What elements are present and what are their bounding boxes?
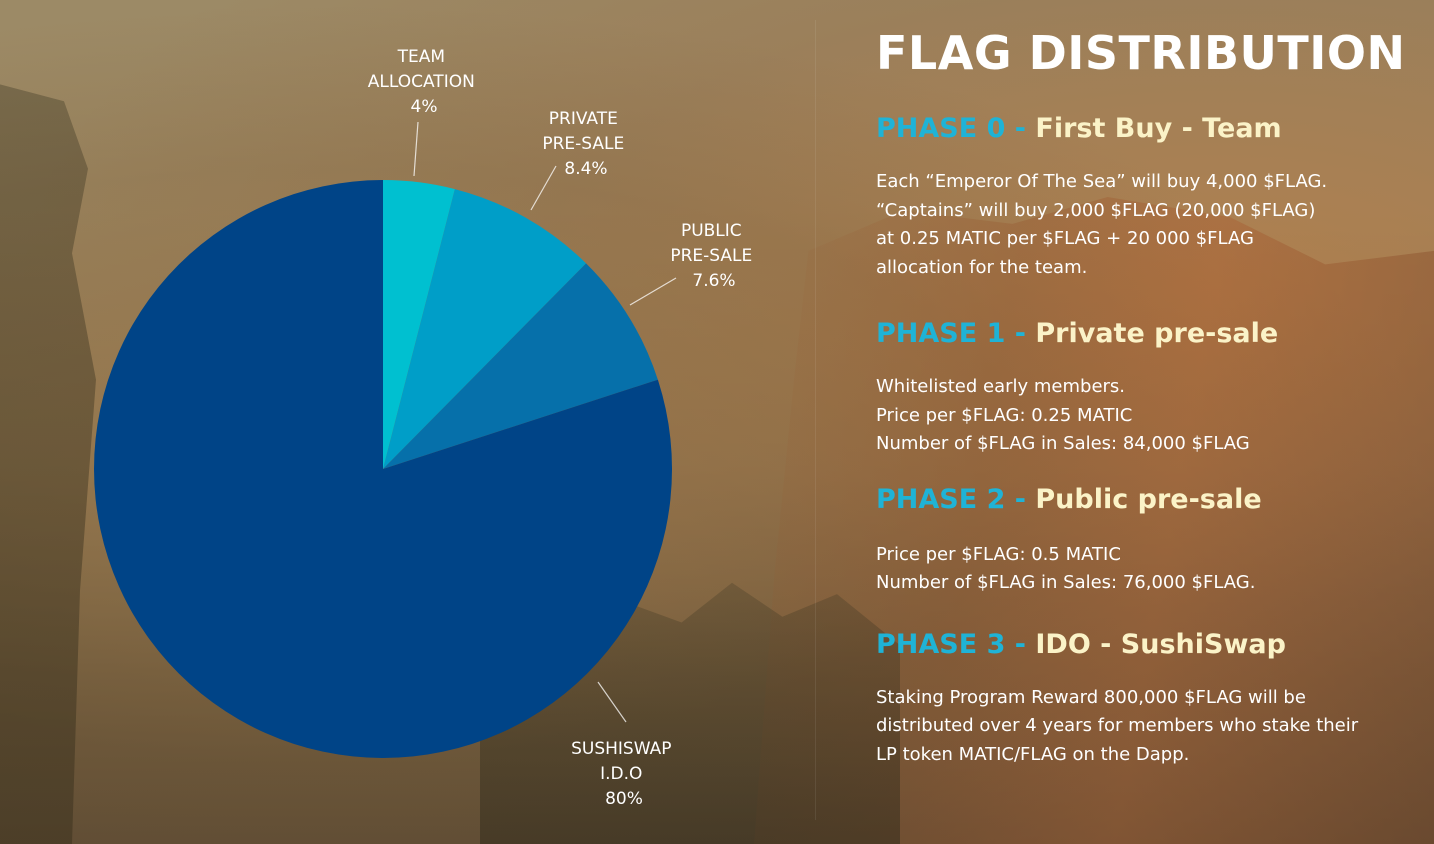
slice-label-private: PRIVATE PRE-SALE 8.4% [542, 109, 629, 179]
phase-2-heading: PHASE 2 - Public pre-sale [876, 481, 1424, 519]
phase-0-line: “Captains” will buy 2,000 $FLAG (20,000 … [876, 199, 1316, 221]
slice-label-public: PUBLIC PRE-SALE 7.6% [670, 221, 757, 291]
phase-3-id: PHASE 3 - [876, 628, 1036, 660]
pie-slice-team [383, 180, 455, 469]
leader-line-sushiswap [597, 681, 627, 723]
phase-0-section: PHASE 0 - First Buy - Team Each “Emperor… [876, 110, 1424, 282]
phase-3-line: LP token MATIC/FLAG on the Dapp. [876, 743, 1190, 765]
phase-3-heading: PHASE 3 - IDO - SushiSwap [876, 626, 1424, 664]
phase-2-line: Number of $FLAG in Sales: 76,000 $FLAG. [876, 572, 1256, 593]
divider [815, 20, 816, 820]
phase-0-id: PHASE 0 - [876, 113, 1036, 144]
phase-1-id: PHASE 1 - [876, 318, 1036, 349]
slice-label-team-line2: ALLOCATION [368, 72, 475, 92]
phase-3-body: Staking Program Reward 800,000 $FLAG wil… [876, 684, 1424, 770]
slice-percent-public: 7.6% [692, 271, 735, 291]
slice-percent-sushiswap: 80% [605, 789, 643, 809]
phase-0-name: First Buy - Team [1035, 113, 1282, 144]
slice-label-sushiswap: SUSHISWAP I.D.O 80% [571, 739, 677, 809]
leader-line-team [413, 121, 419, 177]
phase-1-heading: PHASE 1 - Private pre-sale [876, 315, 1424, 353]
pie-slice-public [383, 263, 658, 469]
phase-2-body: Price per $FLAG: 0.5 MATIC Number of $FL… [876, 541, 1424, 598]
slice-percent-team: 4% [411, 97, 438, 117]
leader-line-public [629, 277, 677, 306]
phase-1-line: Price per $FLAG: 0.25 MATIC [876, 404, 1133, 426]
phase-1-body: Whitelisted early members. Price per $FL… [876, 373, 1424, 459]
page-title: FLAG DISTRIBUTION [876, 26, 1406, 80]
pie-slice-private [383, 189, 587, 469]
distribution-pie-chart: TEAM ALLOCATION 4% PRIVATE PRE-SALE 8.4%… [94, 47, 757, 809]
slice-percent-private: 8.4% [564, 159, 607, 179]
phase-2-section: PHASE 2 - Public pre-sale Price per $FLA… [876, 481, 1424, 598]
leader-line-private [530, 165, 557, 211]
phase-0-line: Each “Emperor Of The Sea” will buy 4,000… [876, 171, 1328, 192]
distribution-panel: FLAG DISTRIBUTION PHASE 0 - First Buy - … [876, 22, 1424, 769]
phase-0-heading: PHASE 0 - First Buy - Team [876, 110, 1424, 148]
pie-slices [94, 180, 673, 759]
phase-2-name: Public pre-sale [1035, 483, 1262, 515]
phase-1-name: Private pre-sale [1035, 318, 1279, 349]
phase-2-id: PHASE 2 - [876, 483, 1036, 515]
phase-3-section: PHASE 3 - IDO - SushiSwap Staking Progra… [876, 626, 1424, 770]
slice-label-private-line1: PRIVATE [549, 109, 618, 129]
slice-label-team-line1: TEAM [397, 47, 445, 67]
phase-1-section: PHASE 1 - Private pre-sale Whitelisted e… [876, 315, 1424, 459]
phase-3-line: Staking Program Reward 800,000 $FLAG wil… [876, 686, 1306, 708]
phase-0-body: Each “Emperor Of The Sea” will buy 4,000… [876, 168, 1424, 282]
phase-2-line: Price per $FLAG: 0.5 MATIC [876, 543, 1121, 565]
slice-label-team: TEAM ALLOCATION 4% [368, 47, 480, 117]
slice-label-public-line1: PUBLIC [681, 221, 742, 241]
pie-slice-sushiswap [94, 180, 673, 759]
phase-0-line: at 0.25 MATIC per $FLAG + 20 000 $FLAG [876, 228, 1254, 249]
phase-1-line: Number of $FLAG in Sales: 84,000 $FLAG [876, 433, 1250, 454]
slice-label-private-line2: PRE-SALE [542, 134, 624, 154]
slice-label-sushiswap-line1: SUSHISWAP [571, 739, 671, 759]
phase-3-line: distributed over 4 years for members who… [876, 715, 1359, 736]
phase-3-name: IDO - SushiSwap [1035, 628, 1286, 660]
phase-0-line: allocation for the team. [876, 256, 1088, 278]
pie-leader-lines [413, 121, 677, 723]
phase-1-line: Whitelisted early members. [876, 376, 1126, 397]
slice-label-sushiswap-line2: I.D.O [600, 764, 642, 784]
slice-label-public-line2: PRE-SALE [670, 246, 752, 266]
